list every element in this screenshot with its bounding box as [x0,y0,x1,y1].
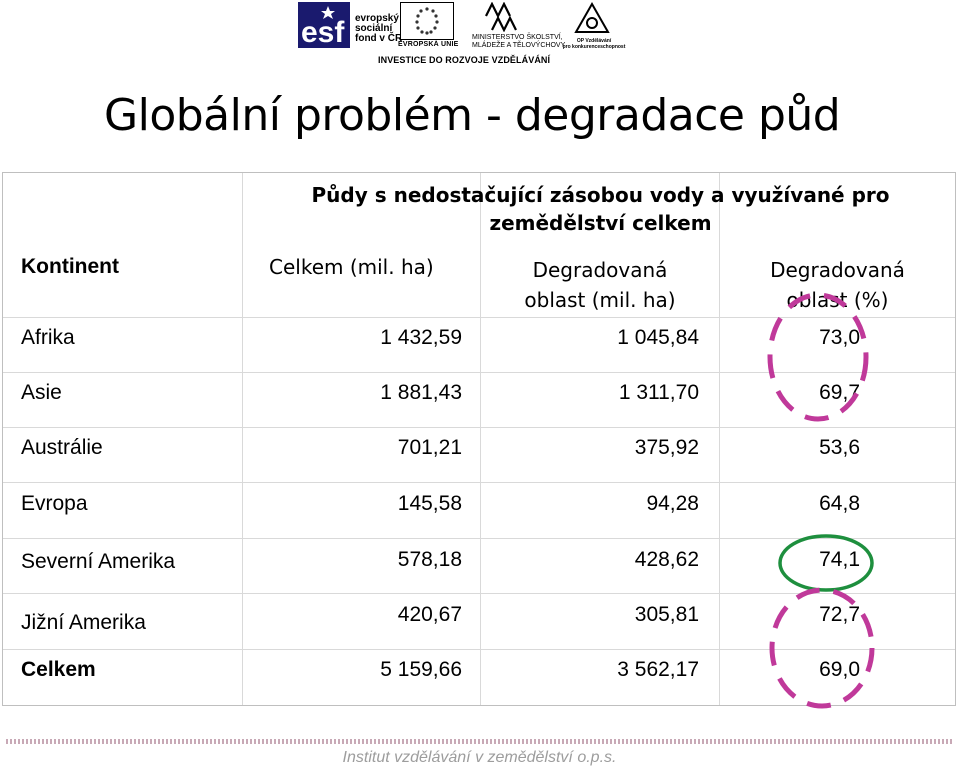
degradation-table: Půdy s nedostačující zásobou vody a využ… [2,172,956,706]
row-pct: 72,7 [819,603,860,626]
row-degraded: 375,92 [634,436,699,459]
footer-divider [6,739,954,744]
col-header-continent: Kontinent [21,255,119,278]
row-total: 1 881,43 [380,381,462,404]
row-total: 420,67 [397,603,462,626]
row-total: 145,58 [397,492,462,515]
total-degraded: 3 562,17 [617,658,699,681]
row-continent: Austrálie [21,436,103,459]
total-pct: 69,0 [819,658,860,681]
msmt-text: MINISTERSTVO ŠKOLSTVÍ, MLÁDEŽE A TĚLOVÝC… [472,34,566,49]
op-logo-icon [574,2,610,33]
row-total: 701,21 [397,436,462,459]
footer-text: Institut vzdělávání v zemědělství o.p.s. [342,749,617,766]
header-logos: esf evropský sociální fond v ČR EVROPSKÁ… [298,2,628,68]
col-header-degraded-ha: Degradovaná oblast (mil. ha) [524,258,676,312]
row-total: 578,18 [397,548,462,571]
row-pct: 74,1 [819,548,860,571]
esf-text: evropský sociální fond v ČR [355,13,403,44]
row-degraded: 1 311,70 [618,381,699,404]
row-degraded: 94,28 [646,492,699,515]
msmt-logo-icon [485,2,517,32]
total-label: Celkem [21,658,96,681]
row-continent: Afrika [21,326,75,349]
esf-logo-icon: esf [298,2,350,48]
row-pct: 69,7 [819,381,860,404]
row-degraded: 428,62 [634,548,699,571]
eu-flag-icon [400,2,454,40]
row-continent: Jižní Amerika [21,611,146,634]
slide-title: Globální problém - degradace půd [104,90,841,141]
row-pct: 64,8 [819,492,860,515]
total-total: 5 159,66 [380,658,462,681]
eu-text: EVROPSKÁ UNIE [398,41,459,48]
op-text: OP Vzdělávání pro konkurenceschopnost [562,38,626,50]
row-pct: 73,0 [819,326,860,349]
row-continent: Severní Amerika [21,550,176,573]
col-header-total: Celkem (mil. ha) [269,255,434,279]
row-pct: 53,6 [819,436,860,459]
row-continent: Evropa [21,492,88,515]
row-degraded: 305,81 [634,603,699,626]
svg-text:esf: esf [301,16,345,48]
row-total: 1 432,59 [380,326,462,349]
row-degraded: 1 045,84 [617,326,699,349]
col-header-degraded-pct: Degradovaná oblast (%) [770,258,905,312]
row-continent: Asie [21,381,62,404]
group-header: Půdy s nedostačující zásobou vody a využ… [311,183,890,235]
investice-tagline: INVESTICE DO ROZVOJE VZDĚLÁVÁNÍ [378,55,551,65]
